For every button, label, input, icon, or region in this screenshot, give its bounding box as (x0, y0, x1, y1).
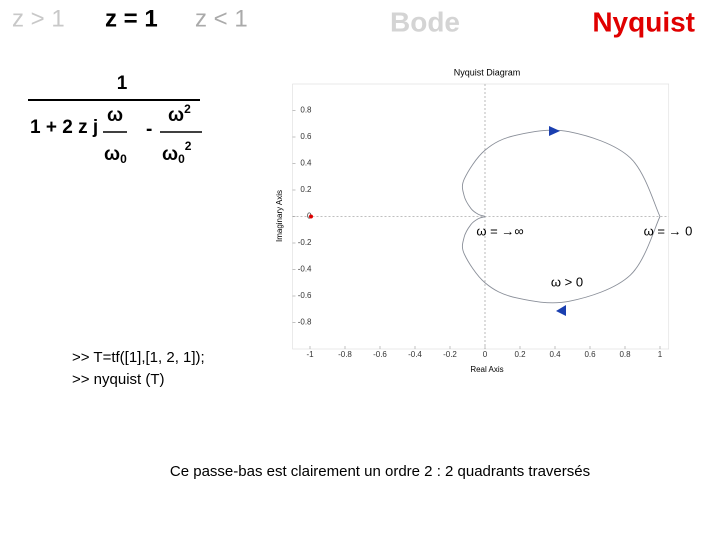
term: ω02 (162, 139, 192, 166)
y-tick-label: -0.6 (298, 291, 312, 300)
x-tick-label: 0 (483, 350, 488, 359)
y-tick-label: 0.8 (300, 106, 312, 115)
x-tick-label: 0.6 (584, 350, 596, 359)
x-tick-label: -0.8 (338, 350, 352, 359)
x-tick-label: 0.4 (549, 350, 561, 359)
y-tick-label: 0.4 (300, 159, 312, 168)
bode-title: Bode (390, 6, 460, 37)
x-tick-label: -1 (306, 350, 314, 359)
x-tick-label: -0.6 (373, 350, 387, 359)
x-tick-label: 0.2 (514, 350, 526, 359)
symbol: ω (104, 144, 120, 165)
caption: Ce passe-bas est clairement un ordre 2 :… (170, 463, 590, 480)
tab: z = 1 (105, 5, 158, 32)
nyquist-plot: Nyquist Diagram Real Axis Imaginary Axis… (275, 67, 670, 374)
code-line: >> nyquist (T) (72, 371, 165, 388)
y-tick-label: 0.2 (300, 185, 312, 194)
nyquist-curve (461, 129, 661, 304)
y-tick-label: 0.6 (300, 132, 312, 141)
x-tick-label: 1 (658, 350, 663, 359)
direction-arrow (556, 305, 566, 316)
superscript: 2 (184, 102, 191, 116)
direction-arrow (549, 126, 560, 136)
term: ω0 (104, 144, 127, 166)
numerator: 1 (117, 73, 128, 94)
tab: z < 1 (195, 5, 248, 32)
x-tick-label: 0.8 (619, 350, 631, 359)
symbol: ω (168, 105, 184, 126)
nyquist-title: Nyquist (592, 6, 695, 37)
annotation: ω = → 0 (644, 223, 693, 238)
x-axis-label: Real Axis (470, 365, 503, 374)
chart-title: Nyquist Diagram (454, 67, 521, 77)
x-tick-label: -0.4 (408, 350, 422, 359)
y-tick-label: -0.4 (298, 265, 312, 274)
symbol: ω (162, 144, 178, 165)
subscript: 0 (178, 152, 185, 166)
code-line: >> T=tf([1],[1, 2, 1]); (72, 349, 205, 366)
formula: 1 1 + 2 z j ω ω0 - ω2 ω02 (28, 73, 202, 166)
term: ω (107, 105, 123, 126)
annotation: ω = →∞ (476, 223, 523, 238)
subscript: 0 (120, 152, 127, 166)
x-tick-label: -0.2 (443, 350, 457, 359)
tab: z > 1 (12, 5, 65, 32)
annotation: ω > 0 (551, 274, 583, 289)
superscript: 2 (185, 139, 192, 153)
term: 1 + 2 z j (30, 117, 98, 138)
y-tick-label: -0.8 (298, 318, 312, 327)
critical-point (309, 214, 313, 219)
y-axis-label: Imaginary Axis (275, 190, 284, 242)
y-tick-label: -0.2 (298, 238, 312, 247)
operator: - (146, 119, 152, 140)
term: ω2 (168, 102, 191, 126)
